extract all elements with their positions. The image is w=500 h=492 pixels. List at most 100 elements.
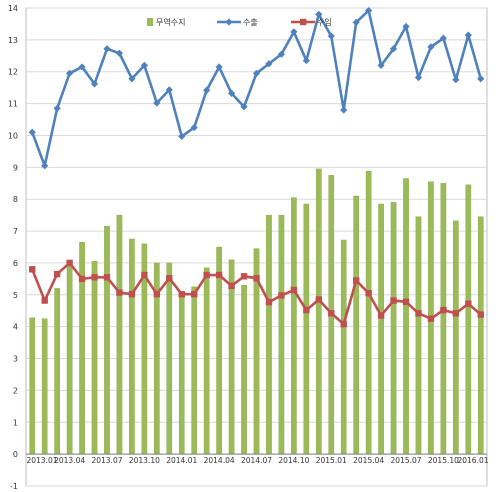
- point-marker: [103, 45, 111, 53]
- bar: [241, 285, 247, 455]
- x-tick-label: 2014.04: [204, 456, 235, 465]
- bar: [403, 178, 409, 455]
- x-tick-label: 2013.01: [26, 456, 57, 465]
- y-tick-label: 5: [13, 291, 18, 300]
- bar: [278, 214, 285, 455]
- point-marker: [389, 45, 398, 53]
- point-marker: [415, 310, 422, 317]
- point-marker: [365, 6, 373, 15]
- point-marker: [66, 259, 73, 267]
- point-marker: [165, 86, 173, 94]
- point-marker: [153, 290, 161, 298]
- bar: [29, 317, 36, 455]
- point-marker: [178, 290, 185, 298]
- point-marker: [28, 128, 36, 136]
- x-tick-label: 2014.10: [278, 456, 309, 465]
- bar: [465, 184, 472, 455]
- point-marker: [252, 69, 261, 77]
- legend: 무역수지 수출 수입: [147, 17, 332, 27]
- bar: [191, 286, 198, 455]
- point-marker: [178, 132, 186, 141]
- point-marker: [290, 286, 298, 294]
- point-marker: [140, 61, 148, 69]
- point-marker: [414, 73, 423, 82]
- gridlines: [25, 7, 488, 487]
- point-marker: [439, 34, 447, 42]
- bar: [266, 214, 272, 455]
- point-marker: [278, 292, 285, 299]
- y-tick-label: 7: [13, 227, 18, 236]
- bar: [303, 203, 310, 455]
- point-marker: [477, 75, 485, 83]
- point-marker: [390, 297, 397, 304]
- x-tick-label: 2013.07: [91, 456, 122, 465]
- point-marker: [328, 310, 335, 317]
- point-marker: [53, 270, 61, 278]
- point-marker: [41, 162, 49, 170]
- legend-label: 무역수지: [156, 17, 185, 27]
- y-tick-label: 6: [13, 259, 18, 268]
- bar: [54, 288, 60, 455]
- y-tick-label: 9: [13, 163, 18, 172]
- bar: [390, 202, 397, 455]
- y-tick-label: 4: [13, 323, 18, 332]
- x-tick-label: 2015.10: [428, 456, 459, 465]
- point-marker: [215, 271, 223, 279]
- point-marker: [402, 22, 410, 31]
- point-marker: [128, 290, 136, 298]
- point-marker: [477, 311, 484, 318]
- y-tick-label: 8: [13, 195, 18, 204]
- point-marker: [203, 271, 210, 279]
- bar: [129, 238, 135, 455]
- point-marker: [427, 315, 435, 322]
- y-tick-label: 3: [13, 355, 18, 364]
- point-marker: [115, 49, 124, 57]
- point-marker: [290, 28, 298, 36]
- point-marker: [340, 320, 347, 328]
- bar: [477, 216, 484, 455]
- bar: [353, 195, 359, 455]
- bar: [453, 220, 459, 455]
- point-marker: [215, 63, 223, 71]
- point-marker: [166, 275, 173, 282]
- point-marker: [240, 103, 248, 111]
- y-tick-label: -1: [10, 482, 18, 491]
- point-marker: [116, 289, 123, 296]
- legend-label: 수입: [317, 18, 332, 27]
- y-tick-label: 10: [8, 131, 18, 140]
- point-marker: [29, 266, 36, 273]
- point-marker: [240, 273, 248, 280]
- bar: [79, 242, 85, 455]
- point-marker: [352, 18, 360, 26]
- bar: [66, 264, 73, 455]
- point-marker: [377, 61, 385, 69]
- y-tick-label: 1: [13, 418, 18, 427]
- point-marker: [352, 277, 360, 284]
- point-marker: [265, 60, 273, 68]
- legend-swatch: [147, 18, 153, 26]
- point-marker: [227, 89, 236, 98]
- bar: [415, 216, 422, 455]
- point-marker: [465, 300, 472, 307]
- point-marker: [253, 275, 260, 282]
- bar: [166, 262, 173, 455]
- point-marker: [191, 290, 198, 298]
- point-marker: [78, 63, 86, 71]
- point-marker: [203, 86, 211, 94]
- bar: [315, 168, 322, 455]
- point-marker: [452, 310, 460, 317]
- y-tick-label: 11: [8, 100, 18, 109]
- point-marker: [315, 10, 323, 18]
- bar-series: [29, 168, 484, 455]
- point-marker: [402, 298, 410, 306]
- point-marker: [452, 76, 460, 84]
- point-marker: [265, 298, 273, 306]
- point-marker: [377, 312, 385, 319]
- bar: [116, 214, 123, 455]
- x-tick-label: 2014.07: [241, 456, 272, 465]
- point-marker: [141, 271, 148, 279]
- point-marker: [303, 306, 310, 314]
- x-tick-label: 2014.01: [166, 456, 197, 465]
